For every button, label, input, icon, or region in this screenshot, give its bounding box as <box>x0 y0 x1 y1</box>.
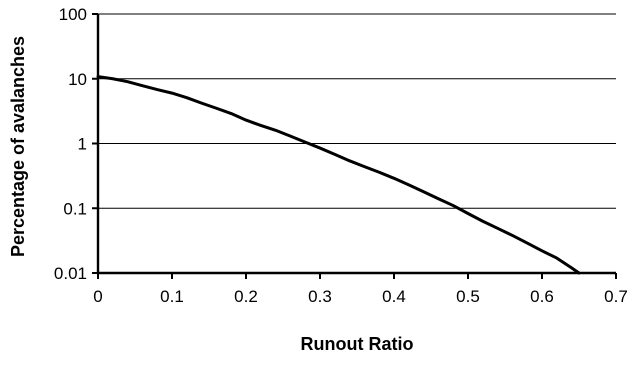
x-tick-label-6: 0.6 <box>530 287 554 306</box>
series-layer <box>96 75 581 275</box>
x-tick-label-7: 0.7 <box>604 287 628 306</box>
y-tick-label-1: 0.1 <box>63 199 87 218</box>
tick-marks-and-labels: 0.01 0.1 1 10 100 0 0.1 0.2 0.3 0.4 0.5 0.6 0.7 <box>54 5 628 306</box>
y-tick-label-0: 0.01 <box>54 264 87 283</box>
series-line-0 <box>96 75 581 275</box>
y-axis-title: Percentage of avalanches <box>8 36 28 257</box>
x-tick-label-5: 0.5 <box>456 287 480 306</box>
x-tick-label-3: 0.3 <box>308 287 332 306</box>
x-tick-label-1: 0.1 <box>160 287 184 306</box>
x-tick-label-4: 0.4 <box>382 287 406 306</box>
x-tick-label-2: 0.2 <box>234 287 258 306</box>
x-tick-label-0: 0 <box>93 287 102 306</box>
y-tick-label-4: 100 <box>59 5 87 24</box>
y-tick-label-2: 1 <box>78 135 87 154</box>
y-tick-label-3: 10 <box>68 70 87 89</box>
x-axis-title: Runout Ratio <box>301 334 414 354</box>
grid-lines <box>98 13 616 209</box>
